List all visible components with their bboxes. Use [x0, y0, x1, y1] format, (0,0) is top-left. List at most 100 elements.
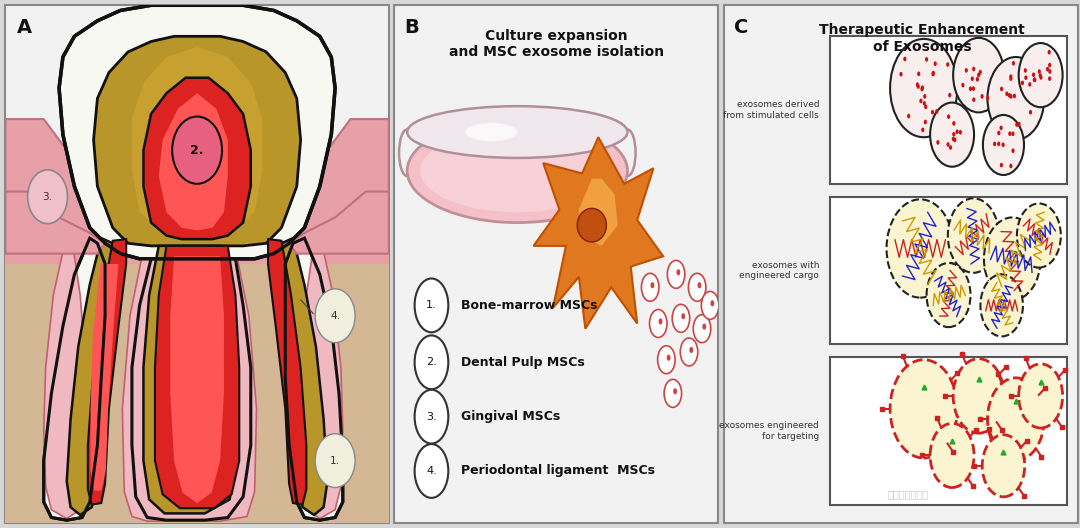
Circle shape	[1015, 122, 1018, 127]
Circle shape	[987, 57, 1044, 140]
Circle shape	[1032, 72, 1035, 77]
Polygon shape	[5, 119, 112, 243]
Circle shape	[946, 142, 949, 147]
Ellipse shape	[407, 119, 627, 223]
Circle shape	[954, 359, 1004, 433]
Circle shape	[1047, 67, 1049, 71]
Polygon shape	[67, 238, 112, 515]
Circle shape	[923, 94, 927, 99]
Text: Periodontal ligament  MSCs: Periodontal ligament MSCs	[461, 465, 654, 477]
Text: 1.: 1.	[330, 456, 340, 466]
Text: Culture expansion
and MSC exosome isolation: Culture expansion and MSC exosome isolat…	[448, 29, 664, 59]
Circle shape	[978, 70, 982, 74]
Circle shape	[969, 87, 972, 91]
Circle shape	[924, 57, 928, 62]
Circle shape	[1021, 81, 1024, 85]
Circle shape	[689, 347, 693, 353]
Circle shape	[1048, 63, 1051, 68]
Circle shape	[415, 390, 448, 444]
Circle shape	[1000, 87, 1003, 91]
FancyBboxPatch shape	[724, 5, 1078, 523]
Circle shape	[1001, 143, 1004, 147]
Polygon shape	[132, 46, 262, 233]
Circle shape	[1028, 82, 1031, 87]
Polygon shape	[94, 36, 300, 246]
Polygon shape	[154, 246, 240, 508]
Circle shape	[1018, 364, 1063, 428]
Circle shape	[936, 140, 940, 145]
Circle shape	[917, 84, 920, 89]
Circle shape	[1032, 78, 1036, 82]
Circle shape	[1034, 78, 1037, 82]
Circle shape	[1017, 122, 1021, 126]
Circle shape	[983, 115, 1024, 175]
Circle shape	[1012, 61, 1015, 65]
Circle shape	[921, 86, 924, 90]
Circle shape	[948, 199, 999, 273]
Circle shape	[971, 77, 974, 81]
Polygon shape	[144, 246, 235, 513]
FancyBboxPatch shape	[829, 197, 1067, 344]
Circle shape	[642, 274, 659, 301]
Circle shape	[1009, 131, 1011, 136]
Circle shape	[672, 304, 690, 332]
Circle shape	[987, 378, 1044, 460]
Circle shape	[1048, 50, 1051, 54]
Circle shape	[927, 263, 971, 327]
Circle shape	[981, 275, 1023, 336]
Circle shape	[698, 282, 701, 288]
Circle shape	[664, 380, 681, 407]
Polygon shape	[5, 119, 389, 264]
Circle shape	[681, 313, 685, 319]
Polygon shape	[282, 119, 389, 243]
Circle shape	[28, 170, 68, 224]
Circle shape	[975, 77, 978, 82]
Circle shape	[711, 300, 714, 306]
Text: 4.: 4.	[427, 466, 436, 476]
Circle shape	[702, 324, 706, 329]
Circle shape	[920, 87, 923, 91]
Circle shape	[953, 121, 956, 126]
Ellipse shape	[577, 209, 607, 242]
Text: Dental Pulp MSCs: Dental Pulp MSCs	[461, 356, 584, 369]
Circle shape	[1039, 73, 1042, 78]
Circle shape	[923, 120, 927, 124]
Circle shape	[1038, 69, 1041, 74]
Circle shape	[415, 278, 448, 332]
Circle shape	[951, 137, 955, 142]
Circle shape	[907, 114, 910, 118]
Polygon shape	[43, 243, 87, 518]
Circle shape	[993, 142, 996, 146]
Circle shape	[1017, 203, 1061, 268]
Circle shape	[887, 199, 954, 298]
Circle shape	[954, 138, 957, 142]
Circle shape	[673, 388, 677, 394]
Text: 干细胞与外泌体: 干细胞与外泌体	[888, 489, 929, 499]
Circle shape	[890, 360, 957, 458]
Ellipse shape	[407, 106, 627, 158]
Text: 1.: 1.	[427, 300, 436, 310]
Circle shape	[931, 72, 934, 77]
Circle shape	[972, 97, 975, 102]
Circle shape	[922, 101, 926, 106]
Circle shape	[667, 260, 685, 288]
FancyBboxPatch shape	[394, 5, 718, 523]
Polygon shape	[159, 93, 228, 230]
Circle shape	[999, 126, 1002, 130]
Polygon shape	[5, 192, 105, 253]
Circle shape	[658, 346, 675, 374]
Polygon shape	[534, 137, 663, 328]
Text: Gingival MSCs: Gingival MSCs	[461, 410, 559, 423]
Circle shape	[921, 128, 924, 132]
Text: B: B	[404, 18, 419, 37]
Circle shape	[650, 282, 654, 288]
Polygon shape	[299, 243, 342, 518]
Polygon shape	[132, 259, 251, 520]
Circle shape	[1013, 93, 1016, 98]
Circle shape	[982, 435, 1025, 497]
Text: exosomes with
engineered cargo: exosomes with engineered cargo	[740, 261, 820, 280]
Polygon shape	[91, 264, 119, 491]
Polygon shape	[171, 256, 224, 503]
Text: exosomes engineered
for targeting: exosomes engineered for targeting	[719, 421, 820, 440]
Circle shape	[900, 72, 903, 77]
